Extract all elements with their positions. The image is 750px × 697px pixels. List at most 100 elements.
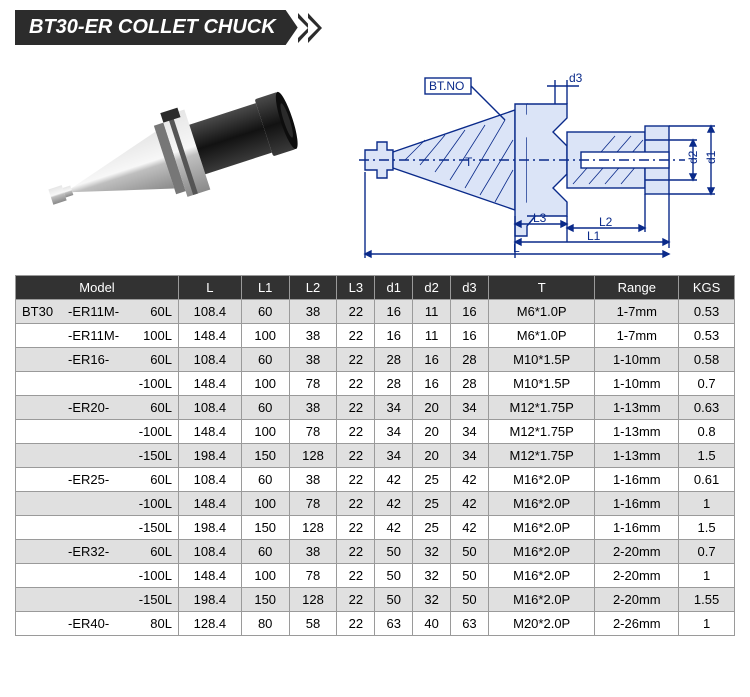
cell-d2: 11 <box>413 300 451 324</box>
cell-range: 1-10mm <box>595 348 679 372</box>
table-row: -100L148.41007822342034M12*1.75P1-13mm0.… <box>16 420 735 444</box>
cell-d2: 20 <box>413 420 451 444</box>
cell-d3: 34 <box>451 396 489 420</box>
model-series: -ER40- <box>68 616 136 631</box>
product-title: BT30-ER COLLET CHUCK <box>15 10 298 45</box>
cell-model: -150L <box>16 516 179 540</box>
cell-l: 198.4 <box>179 516 242 540</box>
cell-l1: 60 <box>241 540 289 564</box>
product-header: BT30-ER COLLET CHUCK <box>15 10 735 45</box>
model-series: -ER11M- <box>68 304 136 319</box>
cell-range: 1-13mm <box>595 444 679 468</box>
table-row: -150L198.415012822422542M16*2.0P1-16mm1.… <box>16 516 735 540</box>
cell-l1: 100 <box>241 492 289 516</box>
cell-d3: 50 <box>451 564 489 588</box>
cell-l: 198.4 <box>179 444 242 468</box>
cell-l1: 60 <box>241 468 289 492</box>
cell-kgs: 0.7 <box>679 540 735 564</box>
cell-t: M12*1.75P <box>488 444 595 468</box>
diagram-label-t: T <box>465 155 473 169</box>
model-series: -ER20- <box>68 400 136 415</box>
cell-l3: 22 <box>337 540 375 564</box>
cell-l: 128.4 <box>179 612 242 636</box>
diagram-label-d1: d1 <box>704 150 718 164</box>
cell-t: M10*1.5P <box>488 348 595 372</box>
model-length: -100L <box>136 376 172 391</box>
cell-model: -100L <box>16 564 179 588</box>
model-length: 60L <box>136 352 172 367</box>
cell-d3: 34 <box>451 420 489 444</box>
cell-t: M12*1.75P <box>488 396 595 420</box>
col-header: L3 <box>337 276 375 300</box>
cell-t: M10*1.5P <box>488 372 595 396</box>
cell-l3: 22 <box>337 444 375 468</box>
cell-range: 2-20mm <box>595 540 679 564</box>
cell-kgs: 1 <box>679 612 735 636</box>
product-photo <box>15 60 315 260</box>
cell-d3: 42 <box>451 492 489 516</box>
table-row: BT30-ER11M-60L108.4603822161116M6*1.0P1-… <box>16 300 735 324</box>
cell-kgs: 1.55 <box>679 588 735 612</box>
cell-range: 1-10mm <box>595 372 679 396</box>
cell-d3: 16 <box>451 300 489 324</box>
cell-range: 1-16mm <box>595 468 679 492</box>
cell-d3: 34 <box>451 444 489 468</box>
cell-model: -150L <box>16 588 179 612</box>
cell-model: -100L <box>16 420 179 444</box>
cell-d3: 16 <box>451 324 489 348</box>
cell-d1: 50 <box>375 588 413 612</box>
diagram-label-d2: d2 <box>686 150 700 164</box>
cell-model: -100L <box>16 492 179 516</box>
table-row: -ER20-60L108.4603822342034M12*1.75P1-13m… <box>16 396 735 420</box>
cell-l2: 38 <box>289 468 337 492</box>
cell-l2: 38 <box>289 540 337 564</box>
cell-l: 148.4 <box>179 420 242 444</box>
cell-d2: 20 <box>413 396 451 420</box>
cell-l3: 22 <box>337 324 375 348</box>
model-length: 60L <box>136 544 172 559</box>
model-length: -150L <box>136 592 172 607</box>
cell-range: 1-16mm <box>595 492 679 516</box>
cell-d1: 42 <box>375 492 413 516</box>
cell-l3: 22 <box>337 348 375 372</box>
cell-model: -ER40-80L <box>16 612 179 636</box>
cell-d3: 50 <box>451 540 489 564</box>
cell-t: M16*2.0P <box>488 588 595 612</box>
cell-d2: 16 <box>413 372 451 396</box>
cell-range: 1-7mm <box>595 300 679 324</box>
cell-l: 108.4 <box>179 300 242 324</box>
cell-l3: 22 <box>337 468 375 492</box>
model-length: 100L <box>136 328 172 343</box>
cell-d3: 63 <box>451 612 489 636</box>
cell-l2: 38 <box>289 348 337 372</box>
cell-t: M16*2.0P <box>488 492 595 516</box>
cell-l3: 22 <box>337 588 375 612</box>
cell-d3: 28 <box>451 372 489 396</box>
model-length: 60L <box>136 472 172 487</box>
cell-d1: 50 <box>375 564 413 588</box>
spec-table: ModelLL1L2L3d1d2d3TRangeKGS BT30-ER11M-6… <box>15 275 735 636</box>
cell-l1: 100 <box>241 564 289 588</box>
model-series: -ER16- <box>68 352 136 367</box>
model-prefix: BT30 <box>22 304 68 319</box>
cell-l1: 100 <box>241 372 289 396</box>
cell-l1: 100 <box>241 324 289 348</box>
cell-t: M16*2.0P <box>488 540 595 564</box>
cell-kgs: 0.63 <box>679 396 735 420</box>
cell-kgs: 1.5 <box>679 516 735 540</box>
col-header: Range <box>595 276 679 300</box>
cell-l1: 60 <box>241 300 289 324</box>
figures-row: BT.NO d3 T d2 <box>15 60 735 260</box>
cell-model: -ER16-60L <box>16 348 179 372</box>
cell-t: M6*1.0P <box>488 300 595 324</box>
table-row: -ER40-80L128.4805822634063M20*2.0P2-26mm… <box>16 612 735 636</box>
cell-model: -ER11M-100L <box>16 324 179 348</box>
col-header: T <box>488 276 595 300</box>
cell-l1: 150 <box>241 516 289 540</box>
cell-l1: 60 <box>241 348 289 372</box>
cell-range: 1-13mm <box>595 396 679 420</box>
cell-l: 198.4 <box>179 588 242 612</box>
cell-l3: 22 <box>337 300 375 324</box>
cell-range: 1-7mm <box>595 324 679 348</box>
cell-l1: 80 <box>241 612 289 636</box>
